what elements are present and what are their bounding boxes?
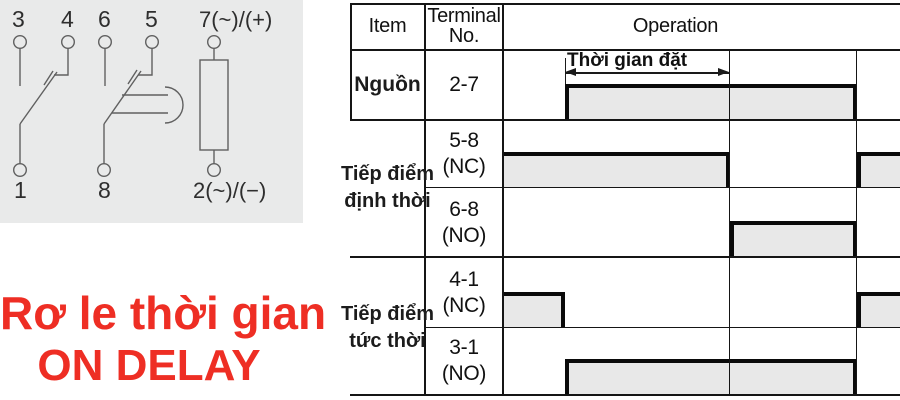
terminal-num: 5-8: [449, 129, 479, 152]
terminal-cell-3-1: 3-1 (NO): [425, 328, 503, 394]
item-label-power: Nguồn: [354, 73, 421, 96]
time-up-reference-line: [729, 51, 731, 394]
contact-blade-right: [103, 70, 142, 125]
header-separator-line: [350, 49, 900, 52]
set-time-arrowhead-left: [565, 68, 576, 77]
terminal-type: (NO): [441, 362, 487, 385]
terminal-type: (NC): [442, 293, 486, 317]
contact-tick-left: [43, 70, 54, 86]
header-operation: Operation: [632, 15, 719, 37]
terminal-num: 3-1: [449, 336, 479, 359]
item-label-timed-contact: Tiếp điểm định thời: [330, 160, 445, 216]
terminal-num: 4-1: [449, 267, 479, 291]
power-off-reference-line: [856, 51, 858, 394]
terminal-schematic-panel: 3 4 6 5 7(~)/(+) 1 8 2(~)/(−): [0, 0, 303, 223]
item-label-timed-line2: định thời: [344, 190, 431, 212]
group-separator-line: [350, 256, 900, 259]
terminal-label-5: 5: [145, 6, 158, 32]
row-separator-power: [350, 119, 900, 122]
terminal-cell-4-1: 4-1 (NC): [425, 257, 503, 328]
waveform-high-segment: [565, 359, 857, 395]
item-label-instant-line2: tức thời: [349, 330, 426, 352]
set-time-arrow-line: [566, 72, 729, 74]
terminal-cell-6-8: 6-8 (NO): [425, 188, 503, 257]
delay-symbol-arc: [164, 86, 184, 124]
terminal-cell-2-7: 2-7: [425, 50, 503, 120]
waveform-high-segment: [857, 152, 900, 188]
header-terminal-line2: No.: [448, 25, 480, 47]
row-separator-instant: [424, 327, 900, 329]
fixed-contact-terminal-4: [54, 48, 69, 76]
terminal-label-7: 7(~)/(+): [199, 7, 272, 32]
contact-tick-right: [127, 69, 138, 85]
set-time-annotation: Thời gian đặt: [567, 50, 688, 71]
terminal-schematic-diagram: 3 4 6 5 7(~)/(+) 1 8 2(~)/(−): [12, 6, 272, 203]
terminal-cell-5-8: 5-8 (NC): [425, 120, 503, 188]
item-label-timed-line1: Tiếp điểm: [341, 163, 434, 185]
waveform-high-segment: [565, 84, 857, 120]
terminal-num: 6-8: [449, 197, 479, 221]
fixed-contact-terminal-5: [138, 48, 153, 76]
waveform-high-segment: [730, 221, 857, 257]
terminal-label-6: 6: [98, 6, 111, 32]
terminal-column-divider: [502, 3, 504, 395]
item-label-instant-line1: Tiếp điểm: [341, 303, 434, 325]
table-left-border: [350, 3, 352, 121]
waveform-high-segment: [503, 292, 565, 328]
terminal-label-1: 1: [14, 177, 27, 203]
terminal-label-8: 8: [98, 177, 111, 203]
header-item: Item: [368, 15, 407, 37]
terminal-label-2: 2(~)/(−): [193, 178, 266, 203]
table-bottom-border: [350, 393, 900, 396]
set-time-start-tick: [564, 58, 567, 84]
terminal-type: (NC): [442, 155, 486, 178]
item-label-instant-contact: Tiếp điểm tức thời: [330, 300, 445, 356]
terminal-label-3: 3: [12, 6, 25, 32]
page-title-line1: Rơ le thời gian: [0, 287, 327, 339]
header-terminal: Terminal No.: [425, 3, 503, 49]
item-column-divider: [424, 3, 426, 395]
terminal-label-4: 4: [61, 6, 74, 32]
header-terminal-line1: Terminal: [427, 5, 501, 27]
waveform-high-segment: [857, 292, 900, 328]
table-top-border: [350, 3, 900, 6]
contact-blade-left: [19, 71, 58, 125]
waveform-high-segment: [503, 152, 730, 188]
terminal-num: 2-7: [449, 73, 479, 96]
row-separator-timed: [424, 187, 900, 189]
page-title-line2: ON DELAY: [37, 341, 261, 390]
terminal-type: (NO): [441, 223, 487, 247]
set-time-arrowhead-right: [718, 68, 729, 77]
